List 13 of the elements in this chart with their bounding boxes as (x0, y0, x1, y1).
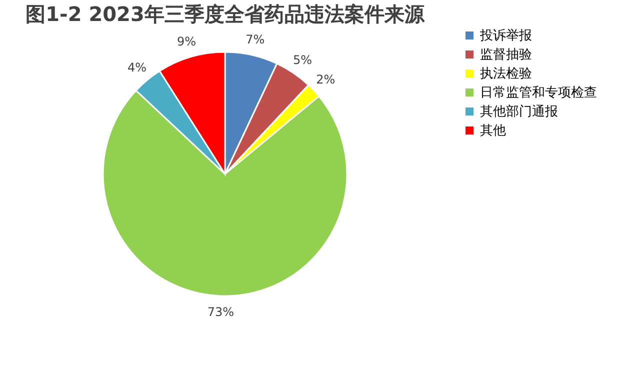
data-label: 5% (293, 52, 312, 67)
legend-label: 执法检验 (480, 66, 532, 82)
chart-title: 图1-2 2023年三季度全省药品违法案件来源 (26, 2, 426, 26)
data-label: 73% (207, 304, 234, 319)
data-label: 2% (316, 72, 336, 87)
legend-label: 其他 (480, 124, 506, 138)
data-label: 4% (128, 60, 147, 75)
data-label: 9% (176, 34, 196, 48)
legend-label: 日常监管和专项检查 (480, 86, 597, 100)
data-label: 7% (246, 32, 265, 46)
legend-label: 监督抽验 (480, 48, 532, 62)
legend-label: 投诉举报 (479, 28, 532, 44)
legend-label: 其他部门通报 (480, 104, 558, 120)
